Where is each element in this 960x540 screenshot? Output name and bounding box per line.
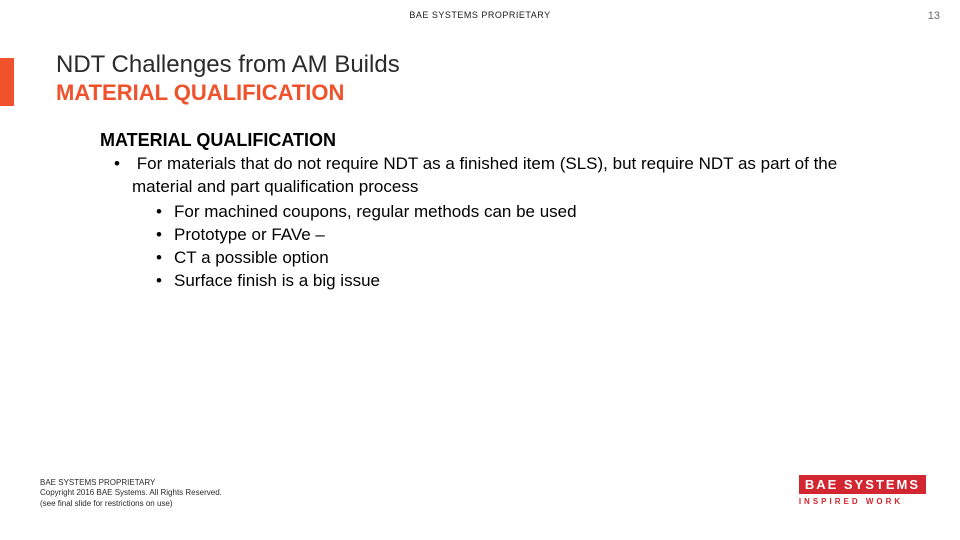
company-logo: BAE SYSTEMS INSPIRED WORK xyxy=(799,475,926,506)
content-block: MATERIAL QUALIFICATION For materials tha… xyxy=(100,130,900,293)
footer-text: BAE SYSTEMS PROPRIETARY Copyright 2016 B… xyxy=(40,478,222,510)
footer-line: BAE SYSTEMS PROPRIETARY xyxy=(40,478,222,489)
list-item: Surface finish is a big issue xyxy=(174,270,900,293)
list-item: CT a possible option xyxy=(174,247,900,270)
list-item: For materials that do not require NDT as… xyxy=(132,153,900,293)
classification-header: BAE SYSTEMS PROPRIETARY xyxy=(0,10,960,20)
footer-line: (see final slide for restrictions on use… xyxy=(40,499,222,510)
logo-wordmark: BAE SYSTEMS xyxy=(799,475,926,494)
list-item-text: For materials that do not require NDT as… xyxy=(132,154,837,196)
list-item: Prototype or FAVe – xyxy=(174,224,900,247)
logo-tagline: INSPIRED WORK xyxy=(799,497,926,506)
page-number: 13 xyxy=(928,10,940,22)
title-block: NDT Challenges from AM Builds MATERIAL Q… xyxy=(56,52,400,106)
bullet-list-lvl1: For materials that do not require NDT as… xyxy=(100,153,900,293)
slide-title: NDT Challenges from AM Builds xyxy=(56,52,400,78)
bullet-list-lvl2: For machined coupons, regular methods ca… xyxy=(132,201,900,293)
list-item: For machined coupons, regular methods ca… xyxy=(174,201,900,224)
slide-subtitle: MATERIAL QUALIFICATION xyxy=(56,80,400,105)
footer-line: Copyright 2016 BAE Systems. All Rights R… xyxy=(40,488,222,499)
section-heading: MATERIAL QUALIFICATION xyxy=(100,130,900,151)
title-accent-bar xyxy=(0,58,14,106)
